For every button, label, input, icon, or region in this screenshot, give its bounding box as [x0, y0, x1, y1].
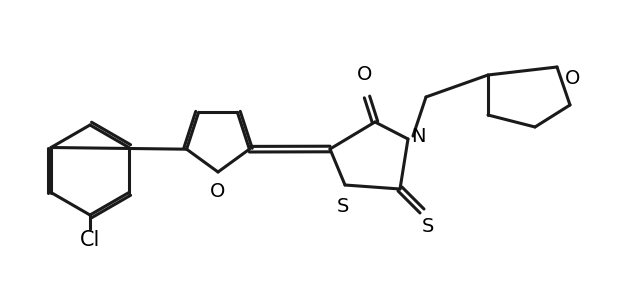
Text: S: S: [422, 217, 434, 236]
Text: N: N: [411, 127, 425, 146]
Text: S: S: [337, 197, 349, 216]
Text: O: O: [211, 182, 226, 201]
Text: Cl: Cl: [80, 230, 100, 250]
Text: O: O: [357, 65, 372, 84]
Text: O: O: [565, 69, 580, 89]
